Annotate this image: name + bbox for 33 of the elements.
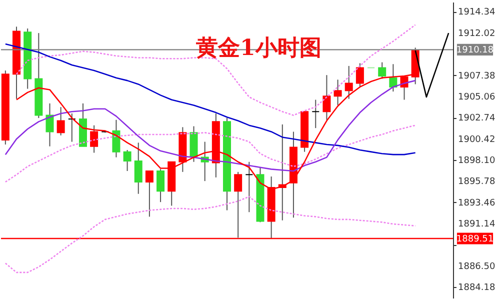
y-tick-label: 1898.10 [458,156,496,166]
candlestick [134,142,142,194]
y-tick-label: 1902.74 [458,114,496,124]
candlestick [312,99,320,129]
ref-line-label: 1910.18 [456,46,494,56]
y-tick-label: 1891.14 [458,220,496,230]
line-series [4,196,416,274]
y-tick-label: 1895.78 [458,177,496,188]
y-tick-label: 1907.38 [458,71,496,82]
candlestick [378,62,386,80]
y-tick-label: 1886.50 [458,262,496,272]
candlestick [123,150,132,172]
candlestick [334,79,342,106]
candlestick [156,168,165,203]
y-tick-label: 1905.06 [458,92,496,102]
y-tick-label: 1893.46 [458,198,496,208]
y-tick-label: 1884.18 [458,283,496,294]
candlestick [90,124,98,154]
candlestick [245,161,254,213]
candlestick [56,106,65,136]
ref-line-label: 1889.51 [456,234,494,245]
candlestick [190,126,198,162]
line-series [16,24,416,116]
y-tick-label: 1914.34 [458,8,496,18]
candlestick [68,112,76,142]
candlestick [112,119,120,158]
line-series [4,124,416,183]
y-tick-label: 1912.02 [458,28,496,39]
candlestick [389,64,398,92]
candlestick [145,170,154,218]
text: 黄金1小时图 [194,35,322,61]
candlestick [46,102,54,147]
y-tick-label: 1900.42 [458,134,496,145]
